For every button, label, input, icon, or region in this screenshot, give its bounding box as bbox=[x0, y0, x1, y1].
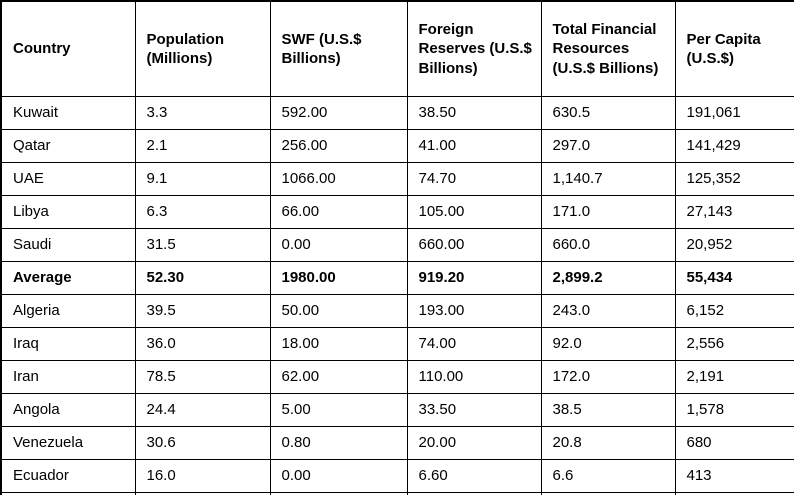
column-header-swf: SWF (U.S.$ Billions) bbox=[269, 0, 408, 97]
table-row-iran: Iran 78.5 62.00 110.00 172.0 2,191 bbox=[0, 360, 794, 394]
cell-swf: 1980.00 bbox=[269, 261, 408, 295]
cell-total-financial-resources: 171.0 bbox=[540, 195, 676, 229]
cell-total-financial-resources: 630.5 bbox=[540, 96, 676, 130]
cell-total-financial-resources: 38.5 bbox=[540, 393, 676, 427]
table-row-libya: Libya 6.3 66.00 105.00 171.0 27,143 bbox=[0, 195, 794, 229]
cell-country: Iran bbox=[0, 360, 136, 394]
cell-swf: 18.00 bbox=[269, 327, 408, 361]
column-header-total-financial-resources: Total Financial Resources (U.S.$ Billion… bbox=[540, 0, 676, 97]
cell-swf: 592.00 bbox=[269, 96, 408, 130]
cell-per-capita: 141,429 bbox=[674, 129, 794, 163]
cell-per-capita: 125,352 bbox=[674, 162, 794, 196]
cell-population: 3.3 bbox=[134, 96, 271, 130]
cell-per-capita: 55,434 bbox=[674, 261, 794, 295]
cell-population: 36.0 bbox=[134, 327, 271, 361]
cell-total-financial-resources: 660.0 bbox=[540, 228, 676, 262]
cell-country: Kuwait bbox=[0, 96, 136, 130]
header-row: Country Population (Millions) SWF (U.S.$… bbox=[0, 0, 794, 97]
table-header: Country Population (Millions) SWF (U.S.$… bbox=[0, 0, 794, 97]
cell-foreign-reserves: 38.50 bbox=[406, 96, 542, 130]
cell-per-capita: 1,578 bbox=[674, 393, 794, 427]
cell-population: 31.5 bbox=[134, 228, 271, 262]
table-row-kuwait: Kuwait 3.3 592.00 38.50 630.5 191,061 bbox=[0, 96, 794, 130]
cell-foreign-reserves: 193.00 bbox=[406, 294, 542, 328]
table-row-nigeria: Nigeria 182.2 2.85 28.00 30.9 169 bbox=[0, 492, 794, 495]
column-header-foreign-reserves: Foreign Reserves (U.S.$ Billions) bbox=[406, 0, 542, 97]
cell-foreign-reserves: 105.00 bbox=[406, 195, 542, 229]
cell-country: Iraq bbox=[0, 327, 136, 361]
cell-foreign-reserves: 74.70 bbox=[406, 162, 542, 196]
cell-swf: 5.00 bbox=[269, 393, 408, 427]
table-row-ecuador: Ecuador 16.0 0.00 6.60 6.6 413 bbox=[0, 459, 794, 493]
cell-per-capita: 413 bbox=[674, 459, 794, 493]
cell-population: 78.5 bbox=[134, 360, 271, 394]
cell-foreign-reserves: 41.00 bbox=[406, 129, 542, 163]
cell-country: UAE bbox=[0, 162, 136, 196]
table-body: Kuwait 3.3 592.00 38.50 630.5 191,061 Qa… bbox=[0, 96, 794, 495]
table-row-qatar: Qatar 2.1 256.00 41.00 297.0 141,429 bbox=[0, 129, 794, 163]
cell-swf: 0.00 bbox=[269, 459, 408, 493]
cell-foreign-reserves: 919.20 bbox=[406, 261, 542, 295]
table-row-uae: UAE 9.1 1066.00 74.70 1,140.7 125,352 bbox=[0, 162, 794, 196]
cell-foreign-reserves: 6.60 bbox=[406, 459, 542, 493]
cell-country: Ecuador bbox=[0, 459, 136, 493]
cell-foreign-reserves: 20.00 bbox=[406, 426, 542, 460]
cell-per-capita: 680 bbox=[674, 426, 794, 460]
cell-country: Venezuela bbox=[0, 426, 136, 460]
column-header-population: Population (Millions) bbox=[134, 0, 271, 97]
cell-country: Saudi bbox=[0, 228, 136, 262]
cell-foreign-reserves: 660.00 bbox=[406, 228, 542, 262]
cell-country: Libya bbox=[0, 195, 136, 229]
cell-per-capita: 2,556 bbox=[674, 327, 794, 361]
cell-per-capita: 191,061 bbox=[674, 96, 794, 130]
cell-per-capita: 2,191 bbox=[674, 360, 794, 394]
cell-total-financial-resources: 297.0 bbox=[540, 129, 676, 163]
cell-total-financial-resources: 172.0 bbox=[540, 360, 676, 394]
cell-total-financial-resources: 6.6 bbox=[540, 459, 676, 493]
cell-per-capita: 6,152 bbox=[674, 294, 794, 328]
cell-country: Average bbox=[0, 261, 136, 295]
cell-country: Algeria bbox=[0, 294, 136, 328]
cell-swf: 0.00 bbox=[269, 228, 408, 262]
cell-swf: 256.00 bbox=[269, 129, 408, 163]
cell-swf: 62.00 bbox=[269, 360, 408, 394]
cell-population: 30.6 bbox=[134, 426, 271, 460]
cell-population: 9.1 bbox=[134, 162, 271, 196]
cell-foreign-reserves: 110.00 bbox=[406, 360, 542, 394]
cell-total-financial-resources: 243.0 bbox=[540, 294, 676, 328]
column-header-country: Country bbox=[0, 0, 136, 97]
cell-foreign-reserves: 74.00 bbox=[406, 327, 542, 361]
table-row-saudi: Saudi 31.5 0.00 660.00 660.0 20,952 bbox=[0, 228, 794, 262]
table-row-average: Average 52.30 1980.00 919.20 2,899.2 55,… bbox=[0, 261, 794, 295]
cell-population: 16.0 bbox=[134, 459, 271, 493]
column-header-per-capita: Per Capita (U.S.$) bbox=[674, 0, 794, 97]
cell-population: 39.5 bbox=[134, 294, 271, 328]
table-row-algeria: Algeria 39.5 50.00 193.00 243.0 6,152 bbox=[0, 294, 794, 328]
cell-country: Qatar bbox=[0, 129, 136, 163]
cell-per-capita: 20,952 bbox=[674, 228, 794, 262]
cell-total-financial-resources: 20.8 bbox=[540, 426, 676, 460]
cell-population: 2.1 bbox=[134, 129, 271, 163]
cell-total-financial-resources: 2,899.2 bbox=[540, 261, 676, 295]
cell-total-financial-resources: 92.0 bbox=[540, 327, 676, 361]
cell-swf: 1066.00 bbox=[269, 162, 408, 196]
cell-country: Angola bbox=[0, 393, 136, 427]
cell-swf: 50.00 bbox=[269, 294, 408, 328]
cell-foreign-reserves: 33.50 bbox=[406, 393, 542, 427]
cell-per-capita: 27,143 bbox=[674, 195, 794, 229]
table-row-iraq: Iraq 36.0 18.00 74.00 92.0 2,556 bbox=[0, 327, 794, 361]
cell-population: 52.30 bbox=[134, 261, 271, 295]
cell-swf: 0.80 bbox=[269, 426, 408, 460]
cell-per-capita: 169 bbox=[674, 492, 794, 495]
table-row-angola: Angola 24.4 5.00 33.50 38.5 1,578 bbox=[0, 393, 794, 427]
cell-swf: 66.00 bbox=[269, 195, 408, 229]
cell-population: 24.4 bbox=[134, 393, 271, 427]
cell-total-financial-resources: 1,140.7 bbox=[540, 162, 676, 196]
table-row-venezuela: Venezuela 30.6 0.80 20.00 20.8 680 bbox=[0, 426, 794, 460]
cell-population: 6.3 bbox=[134, 195, 271, 229]
